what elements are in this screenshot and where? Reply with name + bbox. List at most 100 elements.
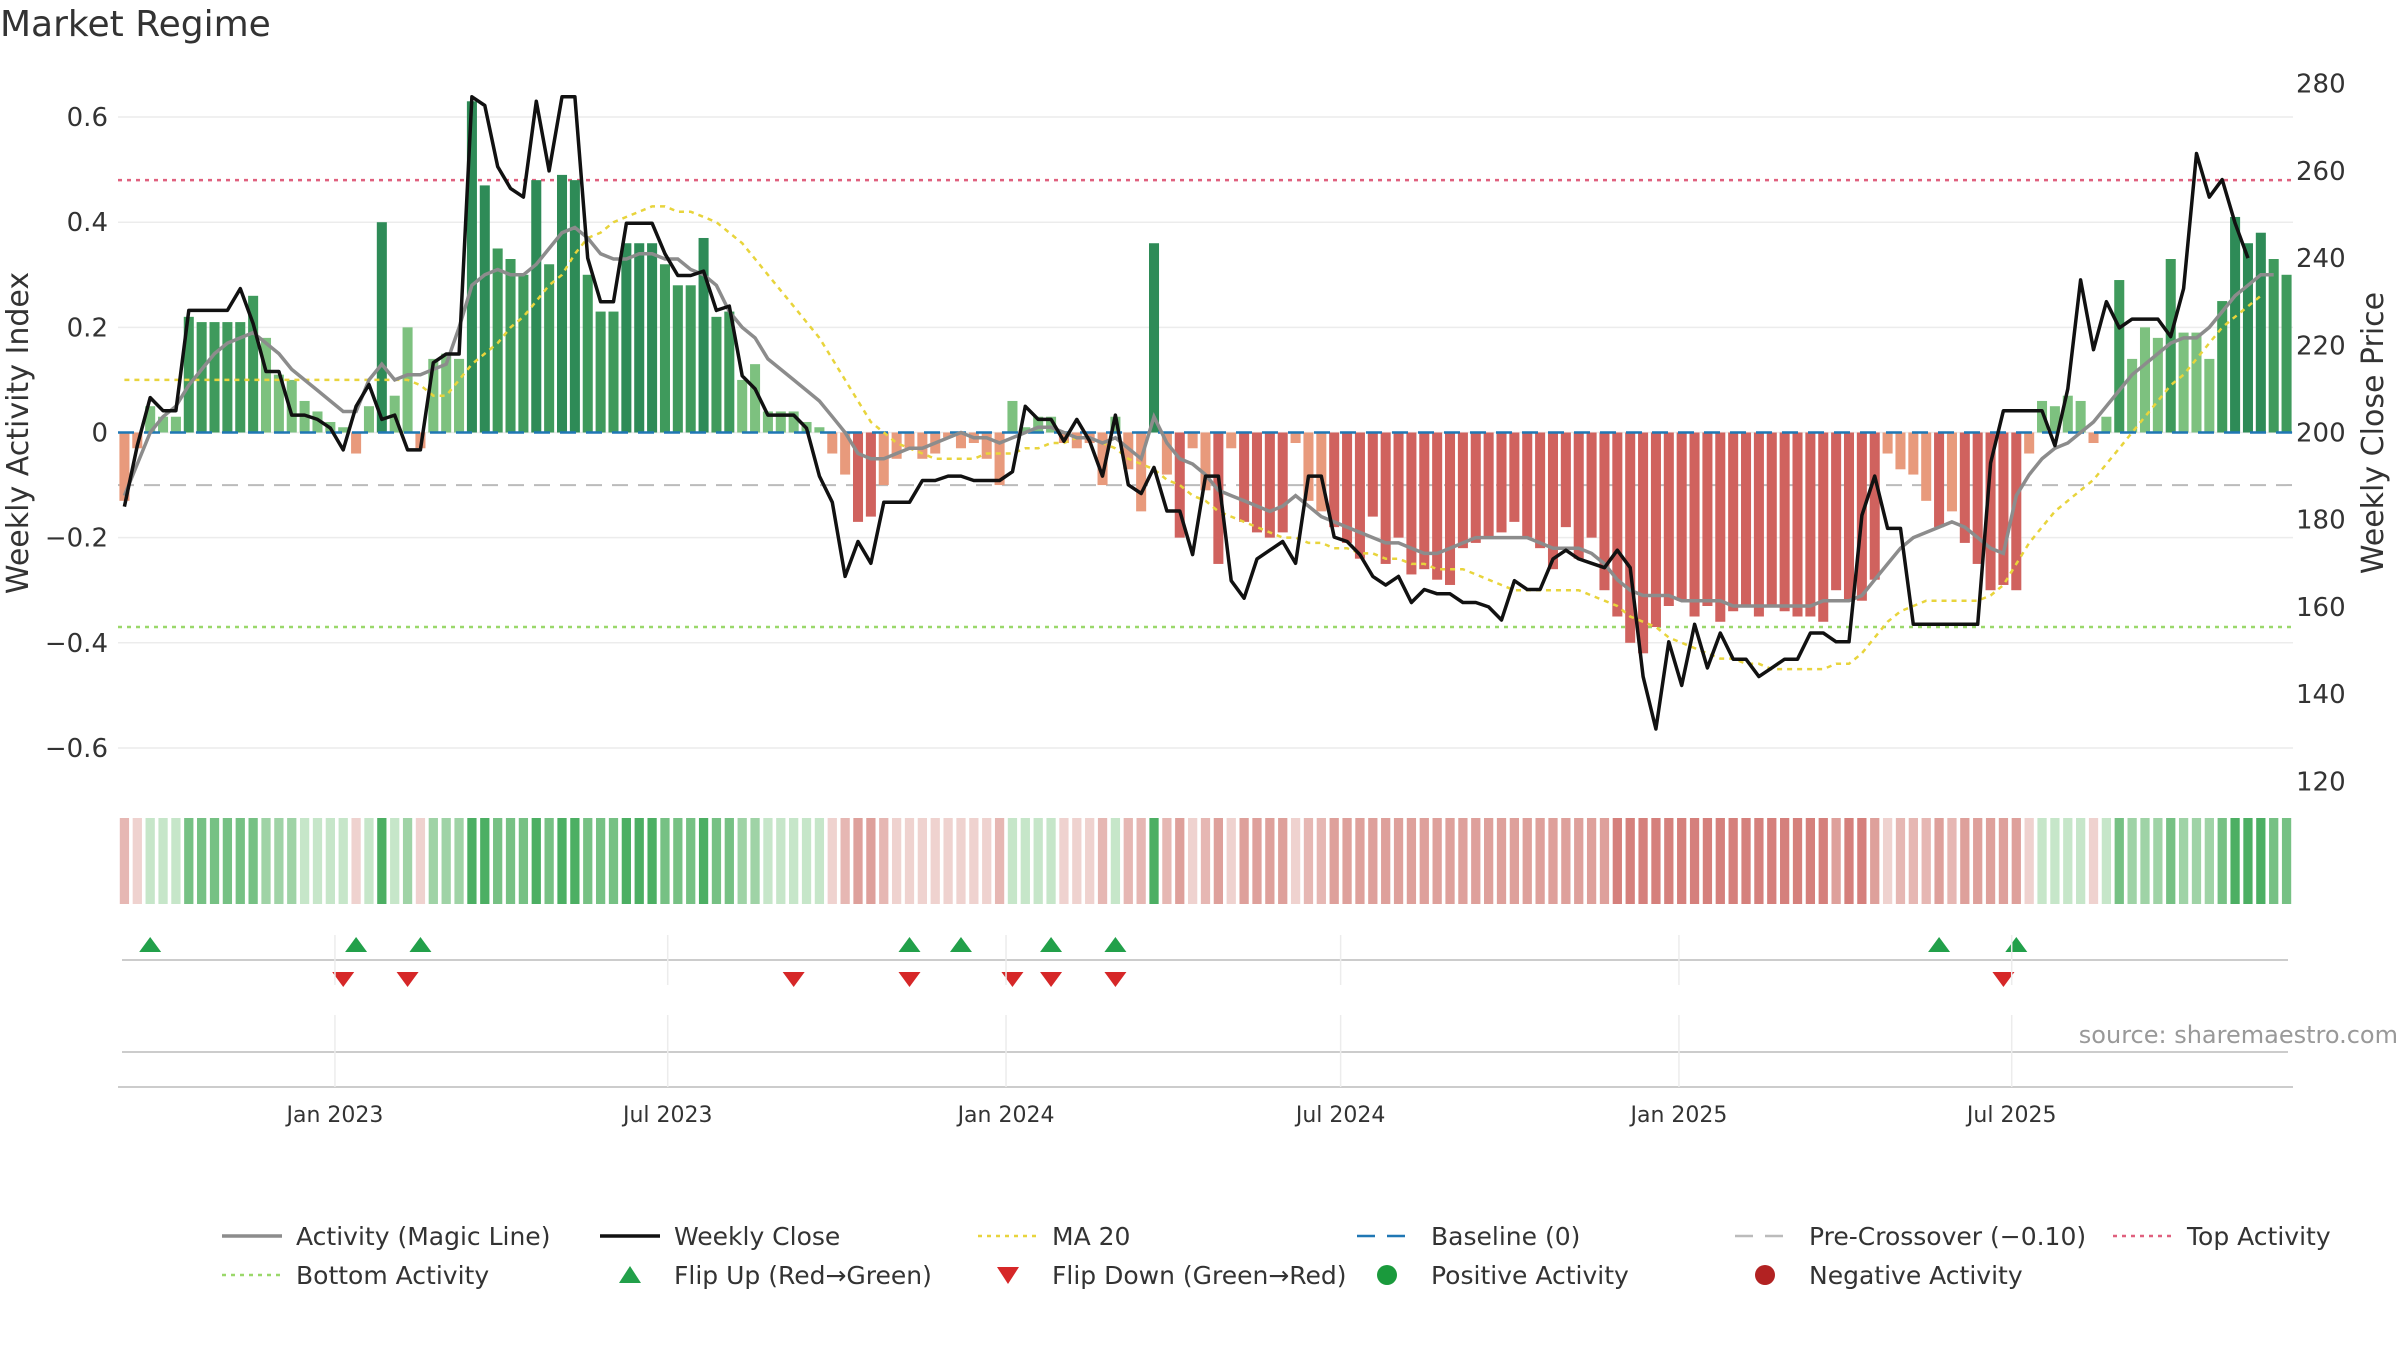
regime-cell <box>1780 818 1790 904</box>
activity-bar <box>1136 432 1147 512</box>
activity-bar <box>1187 432 1198 449</box>
flip-down-marker <box>782 972 805 987</box>
regime-cell <box>312 818 323 904</box>
legend-item: Positive Activity <box>1377 1261 1629 1290</box>
regime-cell <box>789 818 799 904</box>
activity-bar <box>2281 274 2292 433</box>
activity-bar <box>1676 432 1687 601</box>
regime-cell <box>119 818 130 904</box>
activity-bar <box>544 264 555 433</box>
activity-bar <box>994 432 1005 486</box>
activity-bar <box>1998 432 2009 585</box>
activity-bar <box>1869 432 1880 580</box>
regime-cell <box>1561 818 1571 904</box>
activity-bar <box>1818 432 1829 622</box>
activity-bar <box>492 248 503 433</box>
regime-cell <box>1020 818 1030 904</box>
activity-bar <box>1612 432 1623 617</box>
activity-bar <box>2062 395 2073 433</box>
flip-down-marker <box>1001 972 1024 987</box>
activity-bar <box>852 432 864 522</box>
regime-cell <box>2153 818 2163 904</box>
activity-bar <box>1689 432 1700 617</box>
regime-cell <box>866 818 876 904</box>
regime-cell <box>1097 818 1108 904</box>
activity-bar <box>595 311 606 433</box>
activity-bar <box>1264 432 1275 538</box>
regime-cell <box>2127 818 2137 904</box>
regime-cell <box>325 818 335 904</box>
y-right-tick-label: 240 <box>2296 244 2346 274</box>
activity-bar <box>2139 327 2151 433</box>
activity-bar <box>1432 432 1443 580</box>
regime-cell <box>235 818 245 904</box>
flip-up-marker <box>409 937 432 952</box>
flip-up-marker <box>1104 937 1127 952</box>
activity-bar <box>582 274 593 433</box>
y-right-tick-label: 160 <box>2296 593 2346 623</box>
activity-bar <box>1805 432 1816 617</box>
y-right-axis-label: Weekly Close Price <box>2356 292 2391 574</box>
regime-cell <box>1586 818 1597 904</box>
activity-bar <box>158 416 169 433</box>
activity-bar <box>1354 432 1365 559</box>
regime-cell <box>1947 818 1957 904</box>
activity-bar <box>1959 432 1970 543</box>
activity-bar <box>1239 432 1250 522</box>
regime-cell <box>1458 818 1468 904</box>
legend-label: Activity (Magic Line) <box>296 1222 550 1251</box>
activity-bar <box>1599 432 1610 591</box>
activity-bar <box>466 101 477 433</box>
activity-bar <box>1650 432 1661 628</box>
regime-cell <box>171 818 181 904</box>
regime-cell <box>493 818 503 904</box>
regime-cell <box>1908 818 1918 904</box>
activity-bar <box>1277 432 1288 533</box>
regime-cell <box>1381 818 1391 904</box>
activity-bar <box>621 243 632 433</box>
activity-bar <box>2127 358 2138 433</box>
regime-cell <box>1574 818 1584 904</box>
regime-cell <box>737 818 747 904</box>
regime-cell <box>1187 818 1198 904</box>
y-left-tick-label: 0.2 <box>67 313 108 343</box>
regime-cell <box>1252 818 1262 904</box>
regime-cell <box>480 818 490 904</box>
legend-label: Flip Down (Green→Red) <box>1052 1261 1347 1290</box>
regime-cell <box>1638 818 1648 904</box>
activity-bar <box>273 374 284 433</box>
flip-up-marker <box>139 937 162 952</box>
regime-cell <box>1046 818 1056 904</box>
activity-bar <box>312 411 323 433</box>
chart-title: Market Regime <box>0 4 271 45</box>
legend-item: MA 20 <box>978 1222 1130 1251</box>
regime-cell <box>1278 818 1288 904</box>
activity-bar <box>1792 432 1803 617</box>
flip-down-marker <box>1104 972 1127 987</box>
regime-cell <box>1741 818 1751 904</box>
regime-cell <box>1715 818 1725 904</box>
regime-cell <box>570 818 580 904</box>
activity-bar <box>363 406 374 433</box>
activity-bar <box>2024 432 2035 454</box>
activity-bar <box>1843 432 1855 601</box>
legend-label: Flip Up (Red→Green) <box>674 1261 932 1290</box>
regime-cell <box>2281 818 2292 904</box>
regime-cell <box>518 818 529 904</box>
flip-down-marker <box>898 972 921 987</box>
regime-cell <box>1728 818 1738 904</box>
activity-bar <box>891 432 902 459</box>
activity-bars <box>119 101 2292 654</box>
regime-cell <box>2217 818 2227 904</box>
activity-bar <box>2152 337 2163 433</box>
activity-bar <box>1638 432 1649 654</box>
activity-bar <box>943 432 954 438</box>
activity-bar <box>1174 432 1185 538</box>
regime-cell <box>1998 818 2009 904</box>
regime-cell <box>390 818 400 904</box>
regime-cell <box>2037 818 2047 904</box>
regime-cell <box>1831 818 1841 904</box>
regime-cell <box>274 818 284 904</box>
activity-bar <box>981 432 992 459</box>
regime-cell <box>1342 818 1352 904</box>
